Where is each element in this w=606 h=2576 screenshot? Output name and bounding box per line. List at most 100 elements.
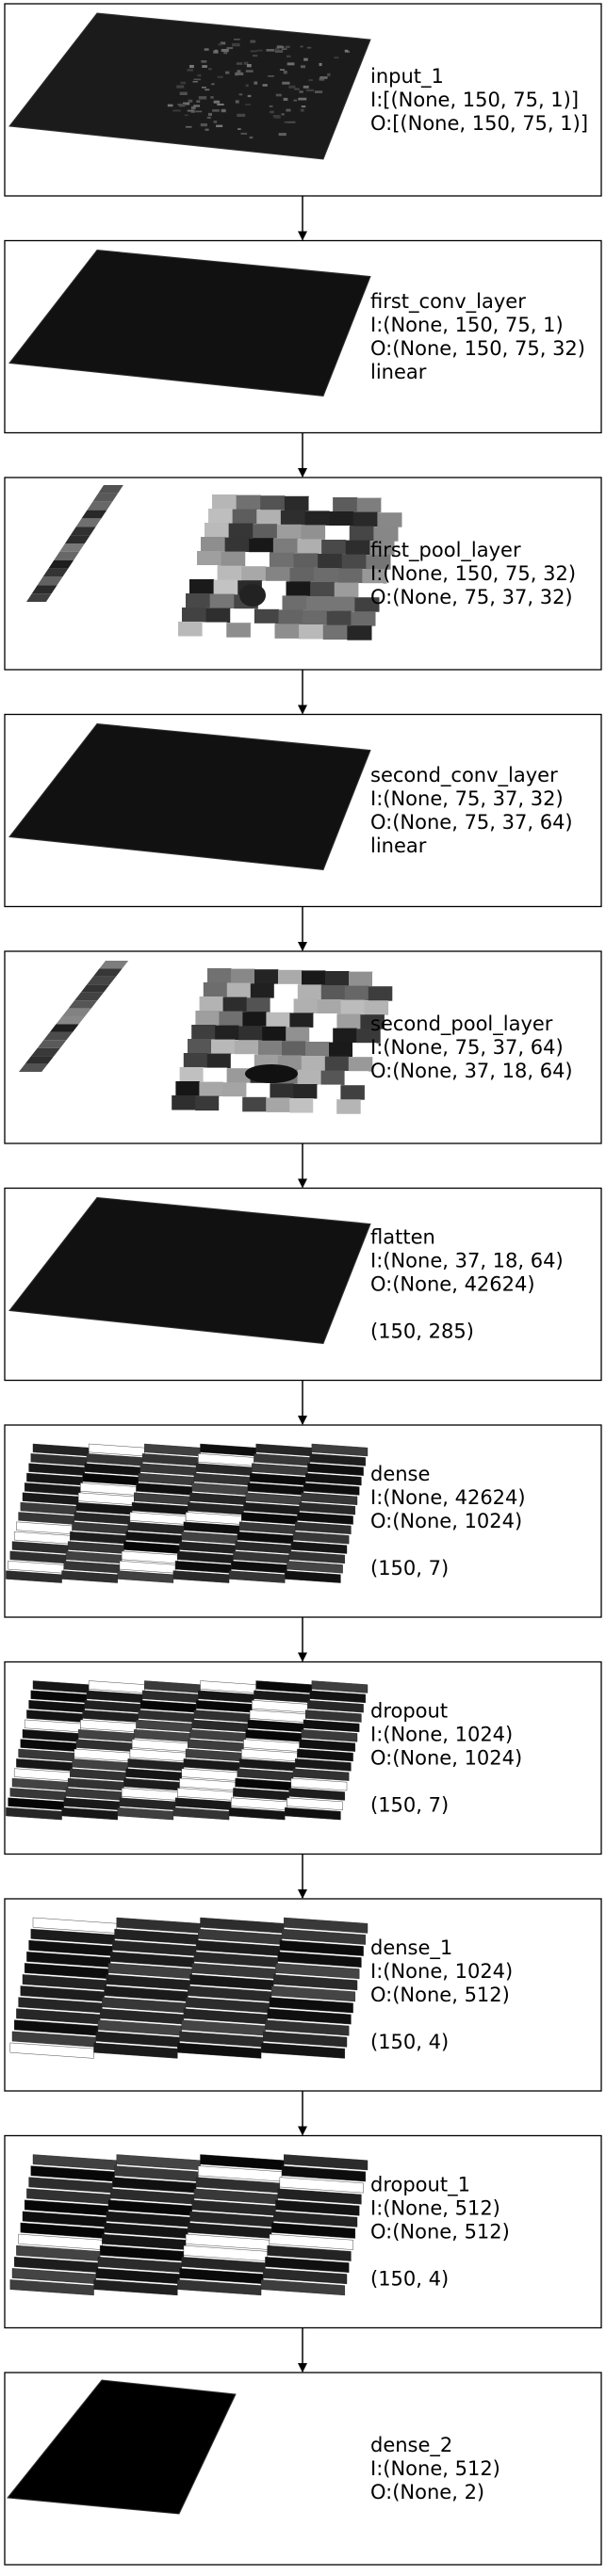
input-pixel-noise [188,64,194,69]
input-pixel-noise [235,100,239,104]
layer-plot-shape: (150, 4) [370,2268,449,2291]
input-pixel-noise [237,128,241,131]
input-pixel-noise [240,132,248,136]
input-pixel-noise [217,103,224,105]
pooled-map-cell [43,1031,74,1041]
pooled-map-cell [356,497,382,513]
layer-visualization [26,485,406,640]
layer-plot-shape: (150, 4) [370,2031,449,2053]
layer-visualization [6,1443,369,1583]
dense-unit-band [295,1521,352,1535]
layer-name: second_pool_layer [370,1013,553,1036]
dense-unit-band [290,1777,348,1791]
dense-unit-band [61,1570,118,1583]
input-pixel-noise [283,70,287,74]
dense-unit-band [305,1709,362,1723]
input-pixel-noise [274,50,284,53]
pooled-map-cell [325,971,350,986]
layer-plot-shape: (150, 7) [370,1794,449,1817]
pooled-map-cell [373,527,399,542]
pooled-map-cell [31,1047,60,1057]
pooled-map-cell [205,523,230,538]
pooled-map-cell [340,1085,365,1100]
pooled-map-cell [232,509,257,525]
pooled-map-cell [48,559,74,569]
pooled-map-cell [322,624,348,640]
input-pixel-noise [190,105,196,110]
pooled-map-cell [352,511,378,527]
pooled-map-cell [99,961,129,969]
dense-unit-band [307,1699,364,1713]
pooled-map-cell [207,968,232,983]
pooled-map-cell [317,1084,341,1100]
input-pixel-noise [200,122,207,127]
input-pixel-noise [180,81,187,85]
pooled-map-cell [203,1067,228,1083]
pooled-map-cell [345,540,370,556]
dense-unit-band [307,1463,364,1476]
pooled-map-cell [208,509,234,524]
input-pixel-noise [279,69,286,71]
layer-visualization [19,961,397,1114]
pooled-map-cell [286,581,311,596]
input-pixel-noise [256,49,263,52]
pooled-map-cell [62,1008,91,1016]
pooled-map-cell [81,510,107,519]
layer-output-shape: O:[(None, 150, 75, 1)] [370,112,588,135]
pooled-map-cell [205,608,231,624]
pooled-map-cell [195,1011,220,1026]
layer-activation: linear [370,361,427,383]
dense-unit-band [263,2031,348,2048]
pooled-map-cell [256,510,282,525]
dense-unit-band [287,1561,343,1574]
input-pixel-noise [270,110,274,114]
dense-unit-band [273,1974,358,1991]
pooled-map-cell [347,625,372,640]
input-pixel-noise [193,105,201,107]
dense-unit-band [6,1570,62,1583]
pooled-map-cell [289,567,315,582]
input-pixel-noise [246,64,252,68]
input-pixel-noise [300,65,305,69]
input-pixel-noise [187,109,194,112]
pooled-map-cell [309,1028,334,1043]
layer-name: first_pool_layer [370,539,521,562]
pooled-map-cell [172,1095,196,1110]
input-pixel-noise [223,52,228,55]
pooled-map-cell [221,551,246,567]
input-pixel-noise [211,83,215,86]
pooled-map-cell [266,1012,290,1028]
pooled-map-cell [308,496,334,511]
dense-unit-band [172,1570,230,1583]
pooled-map-cell [212,494,237,510]
input-pixel-noise [245,70,254,73]
pooled-map-cell [368,986,393,1001]
input-pixel-noise [285,45,290,48]
layer-output-shape: O:(None, 42624) [370,1273,535,1296]
layer-input-shape: I:[(None, 150, 75, 1)] [370,89,579,111]
pooled-map-cell [372,972,397,987]
input-pixel-noise [214,49,218,53]
layer-input-shape: I:(None, 37, 18, 64) [370,1250,564,1272]
pooled-map-cell [217,565,242,581]
input-pixel-noise [198,96,207,100]
pooled-map-cell [273,983,299,999]
input-pixel-noise [179,91,188,95]
dense-unit-band [269,2233,353,2250]
pooled-map-cell [261,580,287,596]
pooled-map-cell [297,984,322,999]
input-pixel-noise [226,46,234,50]
layer-input-shape: I:(None, 75, 37, 64) [370,1036,564,1059]
pooled-map-cell [70,527,96,536]
pooled-map-cell [318,554,343,569]
pooled-map-cell [226,1068,252,1083]
pooled-map-cell [250,623,275,639]
layer-block-dropout-1: dropout_1I:(None, 512)O:(None, 512) (150,… [4,2134,602,2329]
layer-input-shape: I:(None, 42624) [370,1486,526,1509]
pooled-map-cell [92,493,119,502]
pooled-map-cell [314,568,339,583]
pooled-map-cell [222,1082,247,1097]
